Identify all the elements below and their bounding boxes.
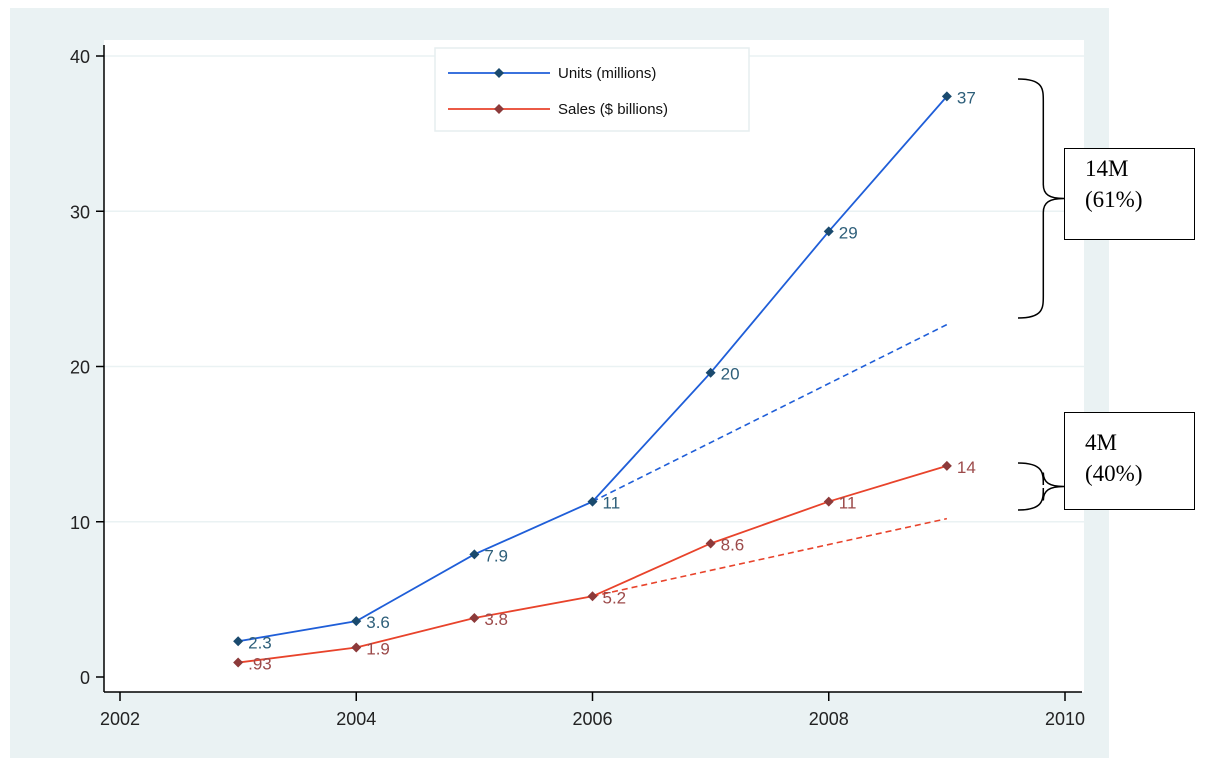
sales-data-label: 8.6: [721, 535, 745, 554]
sales-marker: [233, 657, 244, 668]
x-tick-label: 2002: [100, 709, 140, 729]
sales-trend-dashed-line: [592, 517, 948, 598]
legend-swatch-marker: [494, 104, 504, 114]
units-marker: [705, 367, 716, 378]
x-tick-label: 2008: [809, 709, 849, 729]
legend-label: Units (millions): [558, 65, 656, 82]
units-series: 2.3 3.6 7.9 11 20 29 37: [233, 88, 976, 652]
x-tick-label: 2006: [572, 709, 612, 729]
sales-series: .93 1.9 3.8 5.2 8.6 11 14: [233, 458, 976, 674]
units-data-label: 29: [839, 223, 858, 242]
units-marker: [823, 226, 834, 237]
sales-marker: [587, 591, 598, 602]
x-tick-label: 2010: [1045, 709, 1085, 729]
units-gap-amount: 14M: [1085, 156, 1129, 181]
units-data-label: 3.6: [366, 613, 390, 632]
legend-box: [434, 47, 750, 132]
legend: Units (millions) Sales ($ billions): [434, 47, 750, 132]
units-gap-annotation: 14M (61%): [1064, 148, 1195, 240]
sales-gap-percent: (40%): [1085, 461, 1143, 486]
units-marker: [587, 496, 598, 507]
sales-marker: [941, 460, 952, 471]
units-data-label: 11: [603, 494, 621, 513]
axes: 0 10 20 30 40 2002 2004 2006 2008 2010: [70, 45, 1085, 729]
sales-data-label: 5.2: [603, 588, 627, 607]
sales-gap-amount: 4M: [1085, 430, 1117, 455]
sales-data-label: 14: [957, 458, 976, 477]
sales-marker: [351, 642, 362, 653]
series-layer: 2.3 3.6 7.9 11 20 29 37 .93 1.9 3.8 5.2 8.6 11 14: [233, 88, 976, 674]
units-data-label: 7.9: [484, 546, 508, 565]
legend-swatch-marker: [494, 68, 504, 78]
sales-data-label: 11: [839, 494, 857, 513]
units-trend-dashed-line: [592, 323, 948, 503]
sales-gap-annotation: 4M (40%): [1064, 412, 1195, 510]
sales-data-label: 3.8: [484, 610, 508, 629]
sales-marker: [469, 613, 480, 624]
y-tick-label: 0: [80, 668, 90, 688]
x-tick-label: 2004: [336, 709, 376, 729]
sales-data-label: 1.9: [366, 640, 390, 659]
units-data-label: 20: [721, 365, 740, 384]
y-tick-label: 30: [70, 202, 90, 222]
units-marker: [941, 91, 952, 102]
units-marker: [469, 549, 480, 560]
units-marker: [233, 636, 244, 647]
units-data-label: 2.3: [248, 633, 272, 652]
sales-marker: [823, 496, 834, 507]
units-marker: [351, 616, 362, 627]
y-tick-label: 10: [70, 513, 90, 533]
units-gap-percent: (61%): [1085, 187, 1143, 212]
y-tick-label: 20: [70, 358, 90, 378]
y-tick-label: 40: [70, 47, 90, 67]
sales-marker: [705, 538, 716, 549]
legend-label: Sales ($ billions): [558, 101, 668, 118]
units-data-label: 37: [957, 88, 976, 107]
sales-data-label: .93: [248, 655, 272, 674]
